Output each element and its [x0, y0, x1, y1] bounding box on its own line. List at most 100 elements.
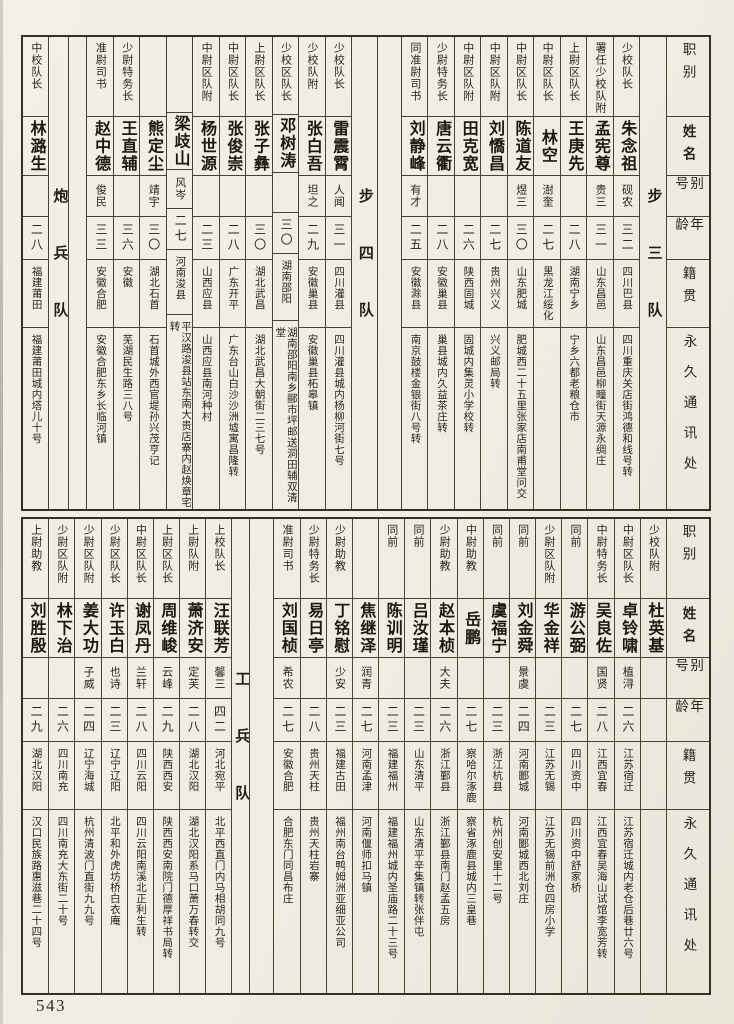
- age-cell: 二七: [481, 217, 507, 260]
- row-header-column: 职别 姓名 别号 年龄 籍贯 永久通讯处: [666, 519, 709, 993]
- address-text: 福建福州城内圣庙路二十三号: [386, 816, 398, 959]
- origin-text: 河南郾城: [517, 748, 529, 792]
- person-column: 上尉助教 刘胜殷 二九 湖北汉阳 汉口民族路惠滋巷二十四号: [23, 519, 50, 993]
- person-cell: 周维峻: [153, 599, 180, 658]
- address-text: 广东台山白沙沙洲墟寓昌隆转: [227, 334, 239, 477]
- origin-cell: 四川云阳: [127, 742, 153, 810]
- roster-table-top: 中校队长 林潞生 二八 福建莆田 福建莆田城内塔儿十号 炮兵队 准尉司书 赵中德 俊民 三三 安徽合…: [21, 35, 711, 511]
- person-cell: 张俊崇: [219, 117, 246, 176]
- person-text: 萧济安: [184, 601, 202, 655]
- person-cell: 赵中德: [87, 117, 113, 176]
- address-text: 湖北武昌大朝街二三七号: [253, 334, 265, 455]
- alias-cell: 靖宇: [140, 176, 166, 217]
- rank-cell: 少尉助教: [431, 519, 457, 599]
- rank-text: 同前: [516, 524, 529, 548]
- rank-text: 少尉助教: [333, 524, 346, 572]
- alias-cell: 风岑: [166, 170, 193, 209]
- origin-text: 黑龙江绥化: [541, 266, 553, 321]
- address-text: 福建莆田城内塔儿十号: [30, 334, 42, 444]
- person-cell: 丁铭慰: [326, 599, 352, 658]
- alias-text: 植浔: [621, 666, 634, 690]
- rank-text: 中尉助教: [464, 524, 477, 572]
- person-text: 雷震霄: [330, 119, 348, 173]
- age-text: 二七: [463, 705, 478, 735]
- origin-text: 福建莆田: [30, 266, 42, 310]
- address-cell: 杭州清波门直街九九号: [75, 810, 100, 993]
- rank-text: 少尉区队长: [108, 524, 121, 584]
- address-cell: 陕西西安南院门德厚祥书局转: [154, 810, 179, 993]
- person-cell: 熊定尘: [140, 117, 166, 176]
- rank-text: 少校队长: [332, 42, 345, 90]
- row-header-cell: 籍贯: [667, 260, 710, 328]
- rank-cell: 少校队附: [299, 37, 325, 117]
- rank-text: 少校队长: [620, 42, 633, 90]
- row-header-cell: 永久通讯处: [667, 810, 709, 993]
- rank-cell: [140, 37, 166, 117]
- rank-cell: 中尉区队长: [534, 37, 560, 117]
- section-label: 步三队: [645, 187, 662, 359]
- origin-text: 河北宛平: [213, 748, 225, 792]
- rank-cell: 少校队附: [640, 519, 666, 599]
- address-cell: 北平和外虎坊桥白衣庵: [102, 810, 127, 993]
- rank-cell: 少尉区队附: [75, 519, 101, 599]
- row-header-cell: 姓名: [667, 117, 710, 176]
- age-cell: [640, 699, 666, 742]
- spacer-column: [378, 37, 402, 509]
- age-cell: 二七: [274, 699, 300, 742]
- rank-text: 中校队长: [29, 42, 42, 90]
- origin-cell: 浙江鄞县: [431, 742, 457, 810]
- address-cell: 江苏无锡前洲仓四房小学: [536, 810, 561, 993]
- alias-text: 砚农: [620, 184, 633, 208]
- person-text: 杜英基: [645, 601, 663, 655]
- person-column: 中尉助教 岳鹏 二七 察哈尔涿鹿 察省涿鹿县城内三皇巷: [457, 519, 484, 993]
- alias-cell: 坦之: [299, 176, 325, 217]
- origin-text: 山东清平: [412, 748, 424, 792]
- alias-cell: [246, 176, 272, 217]
- origin-cell: 山东肥城: [507, 260, 534, 328]
- address-text: 河南偃师扣马镇: [360, 816, 372, 893]
- age-text: 二九: [305, 223, 320, 253]
- row-header-label: 籍贯: [680, 266, 696, 311]
- person-cell: 林潞生: [23, 117, 49, 176]
- age-text: 二三: [490, 705, 505, 735]
- person-column: 中尉区队长 谢凤丹 兰轩 二八 四川云阳 四川云阳南溪北正利生转: [127, 519, 154, 993]
- age-text: 二七: [568, 705, 583, 735]
- age-cell: 三三: [87, 217, 113, 260]
- age-cell: 二三: [326, 699, 352, 742]
- origin-cell: 四川巴县: [613, 260, 640, 328]
- address-text: 肥城西二十五里张家店南甫堂问交: [515, 334, 527, 499]
- alias-cell: [23, 176, 49, 217]
- address-text: 北平西直门内马相胡同九号: [213, 816, 225, 948]
- address-cell: 江苏宿迁城内老仓后巷廿六号: [615, 810, 640, 993]
- person-column: 同前 吕汝瑾 二三 山东清平 山东清平辛集镇转张伴屯: [405, 519, 432, 993]
- address-cell: 江西宜春吴海山试馆李宽芳转: [588, 810, 613, 993]
- person-cell: 虞福宁: [483, 599, 509, 658]
- person-column: 梁歧山 风岑 二七 河南浚县 平汉路浚县站东南大贵店寨内赵焕章宅转: [166, 37, 194, 509]
- rank-text: 少校队附: [647, 524, 660, 572]
- origin-cell: 陕西固城: [454, 260, 481, 328]
- row-header-label: 别号: [673, 176, 704, 199]
- alias-cell: [300, 658, 326, 699]
- origin-cell: 安徽巢县: [428, 260, 454, 328]
- alias-cell: [481, 176, 507, 217]
- person-column: 同前 虞福宁 二三 浙江杭县 杭州创安里十二号: [483, 519, 510, 993]
- person-column: 上校队长 汪联芳 馨三 四二 河北宛平 北平西直门内马相胡同九号: [206, 519, 233, 993]
- origin-text: 安徽巢县: [436, 266, 448, 310]
- person-text: 赵中德: [92, 119, 110, 173]
- origin-text: 安徽合肥: [95, 266, 107, 310]
- person-cell: 梁歧山: [166, 113, 193, 170]
- person-cell: 游公弼: [562, 599, 588, 658]
- age-text: 三〇: [514, 223, 529, 253]
- origin-cell: 浙江杭县: [483, 742, 509, 810]
- address-cell: 汉口民族路惠滋巷二十四号: [23, 810, 48, 993]
- person-column: 中校队长 林潞生 二八 福建莆田 福建莆田城内塔儿十号: [23, 37, 50, 509]
- section-label-column: 炮兵队: [49, 37, 70, 509]
- origin-cell: 江苏宿迁: [614, 742, 640, 810]
- address-cell: 湖北武昌大朝街二三七号: [246, 328, 271, 509]
- rank-text: 署任少校队附: [594, 42, 607, 114]
- section-label-column: 步四队: [352, 37, 378, 509]
- person-cell: 刘静峰: [401, 117, 428, 176]
- person-cell: 卓铃啸: [614, 599, 640, 658]
- person-text: 易日亭: [305, 601, 323, 655]
- person-cell: 岳鹏: [457, 599, 483, 658]
